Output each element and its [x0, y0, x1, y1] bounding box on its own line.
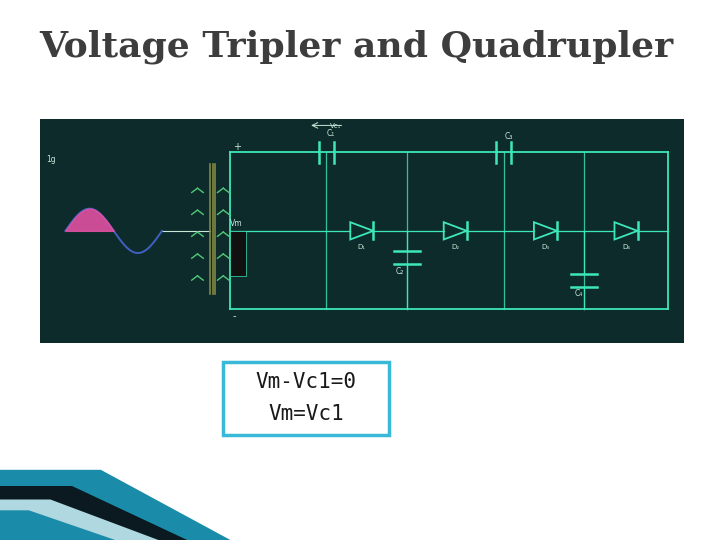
Text: D₄: D₄: [622, 244, 630, 250]
Text: +: +: [233, 141, 240, 152]
Text: C₁: C₁: [326, 129, 335, 138]
Text: C₄: C₄: [575, 289, 583, 299]
Text: D₃: D₃: [541, 244, 549, 250]
Text: D₁: D₁: [358, 244, 366, 250]
FancyBboxPatch shape: [223, 362, 389, 435]
Text: D₂: D₂: [451, 244, 459, 250]
Text: 1g: 1g: [46, 154, 55, 164]
Text: Vc₁: Vc₁: [330, 123, 341, 129]
Text: C₂: C₂: [396, 267, 405, 276]
Polygon shape: [0, 500, 158, 540]
Polygon shape: [0, 486, 187, 540]
Polygon shape: [0, 510, 115, 540]
Text: Vm: Vm: [230, 219, 243, 228]
Text: Vm-Vc1=0: Vm-Vc1=0: [256, 372, 356, 392]
FancyBboxPatch shape: [40, 119, 684, 343]
Text: -: -: [233, 311, 236, 321]
Text: Vm=Vc1: Vm=Vc1: [268, 404, 344, 424]
Text: Voltage Tripler and Quadrupler: Voltage Tripler and Quadrupler: [40, 30, 674, 64]
Polygon shape: [0, 470, 230, 540]
Bar: [230, 231, 246, 275]
Text: C₃: C₃: [505, 132, 513, 141]
